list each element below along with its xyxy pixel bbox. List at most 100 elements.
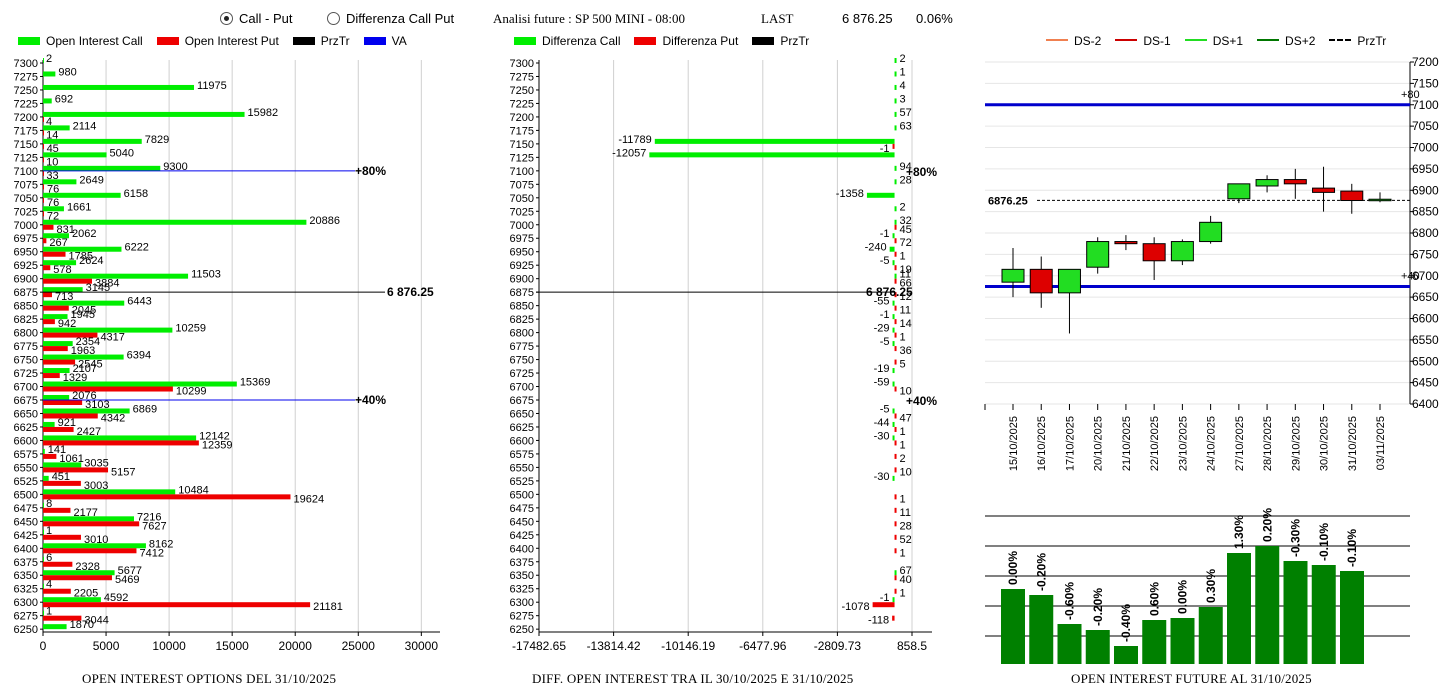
diff-value-label: 1 (900, 251, 906, 263)
diff-call-bar (894, 58, 897, 63)
diff-put-bar (894, 278, 897, 284)
x-tick-label: 25000 (342, 639, 376, 653)
radio-selected-icon[interactable] (220, 12, 233, 25)
put-bar (43, 278, 92, 284)
candle-body (1001, 268, 1025, 283)
y-tick-label: 7125 (510, 152, 534, 164)
diff-value-label: 12 (900, 291, 912, 303)
y-tick-label: 6800 (14, 328, 38, 340)
y-tick-label: 6275 (510, 611, 534, 623)
put-bar (43, 238, 47, 244)
put-value-label: 45 (47, 143, 59, 155)
legend-swatch (1115, 39, 1138, 41)
call-value-label: 141 (48, 444, 66, 456)
y-tick-label: 7150 (1412, 76, 1439, 90)
call-value-label: 11975 (197, 80, 227, 92)
y-tick-label: 6875 (14, 287, 38, 299)
diff-put-bar (894, 238, 897, 244)
legend-label: Differenza Put (662, 34, 739, 48)
radio-differenza[interactable]: Differenza Call Put (327, 11, 454, 26)
call-value-label: 1 (46, 525, 52, 537)
diff-put-bar (894, 521, 897, 527)
put-value-label: 1963 (71, 345, 95, 357)
diff-put-bar (894, 319, 897, 325)
call-value-label: 10259 (175, 323, 206, 335)
diff-call-bar (892, 314, 895, 320)
radio-unselected-icon[interactable] (327, 12, 340, 25)
call-value-label: 11503 (191, 269, 221, 281)
put-bar (43, 426, 74, 432)
diff-value-label: 67 (900, 565, 912, 577)
diff-value-label: 1 (900, 439, 906, 451)
diff-value-label: -11789 (618, 134, 651, 146)
diff-value-label: 10 (900, 386, 912, 398)
put-value-label: 831 (56, 224, 74, 236)
diff-call-bar (892, 341, 895, 347)
diff-value-label: 28 (900, 174, 912, 186)
diff-put-bar (892, 143, 895, 149)
put-value-label: 1329 (63, 372, 87, 384)
put-value-label: 1785 (69, 251, 93, 263)
oi-future-bar (1198, 607, 1223, 664)
y-tick-label: 6325 (14, 584, 38, 596)
left-legend-item: VA (363, 34, 407, 48)
candle-body (1368, 198, 1392, 202)
put-value-label: 2205 (74, 588, 98, 600)
legend-label: Differenza Call (542, 34, 621, 48)
legend-swatch (752, 37, 775, 45)
call-value-label: 5677 (118, 565, 142, 577)
middle-legend-item: PrzTr (752, 34, 809, 48)
y-tick-label: 6650 (1412, 290, 1439, 304)
marker-label: 6 876.25 (387, 285, 434, 299)
call-bar (43, 381, 237, 387)
y-tick-label: 6575 (510, 449, 534, 461)
diff-value-label: 72 (900, 237, 912, 249)
call-bar (43, 125, 70, 131)
call-value-label: 3145 (86, 282, 110, 294)
x-tick-label: 15000 (215, 639, 249, 653)
call-bar (43, 395, 70, 400)
footer-right: OPEN INTEREST FUTURE AL 31/10/2025 (1071, 671, 1312, 686)
y-tick-label: 6800 (510, 328, 534, 340)
y-tick-label: 6400 (14, 543, 38, 555)
legend-label: PrzTr (1357, 34, 1387, 48)
legend-swatch (1184, 39, 1207, 41)
y-tick-label: 7100 (14, 166, 38, 178)
y-tick-label: 6400 (1412, 397, 1439, 411)
y-tick-label: 6575 (14, 449, 38, 461)
y-tick-label: 6700 (1412, 269, 1439, 283)
put-bar (43, 453, 57, 459)
diff-call-bar (894, 206, 897, 212)
call-value-label: 9300 (163, 161, 187, 173)
oi-future-label: -0.40% (1119, 604, 1133, 642)
diff-value-label: -5 (880, 255, 890, 267)
call-bar (43, 570, 115, 576)
diff-call-bar (894, 125, 897, 131)
put-value-label: 10299 (176, 386, 207, 398)
diff-call-bar (894, 111, 897, 117)
diff-put-bar (894, 413, 897, 419)
diff-call-bar (889, 246, 895, 252)
diff-put-bar (894, 305, 897, 311)
candle-body (1227, 183, 1251, 200)
call-value-label: 1661 (67, 201, 91, 213)
y-tick-label: 6975 (14, 233, 38, 245)
candle-body (1312, 187, 1336, 193)
x-tick-label: -17482.65 (512, 639, 566, 653)
call-bar (43, 246, 122, 252)
radio-call-put[interactable]: Call - Put (220, 11, 292, 26)
call-bar (43, 502, 44, 508)
diff-call-bar (866, 192, 895, 198)
y-tick-label: 6900 (510, 274, 534, 286)
call-value-label: 1870 (70, 619, 94, 631)
oi-future-bar (1170, 618, 1195, 664)
call-value-label: 7216 (137, 511, 161, 523)
y-tick-label: 6650 (510, 408, 534, 420)
oi-future-label: 0.30% (1204, 569, 1218, 603)
call-bar (43, 206, 64, 212)
y-tick-label: 7175 (14, 125, 38, 137)
y-tick-label: 6450 (510, 516, 534, 528)
oi-future-bar (1227, 553, 1251, 664)
diff-put-bar (894, 359, 897, 365)
diff-value-label: 19 (900, 264, 912, 276)
